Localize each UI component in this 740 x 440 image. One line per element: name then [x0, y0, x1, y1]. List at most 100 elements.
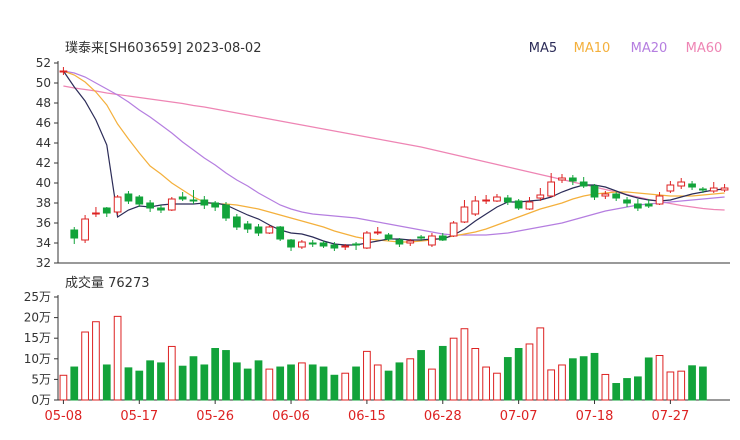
volume-bar: [70, 366, 79, 401]
candle: [677, 178, 686, 189]
candle-body: [265, 226, 274, 234]
candle: [178, 192, 187, 201]
legend: MA5 MA10 MA20 MA60: [529, 41, 723, 56]
legend-ma60: MA60: [686, 41, 723, 56]
volume-bar: [135, 370, 144, 401]
volume-bar: [265, 368, 274, 401]
candle-body: [276, 226, 285, 240]
candle: [135, 195, 144, 207]
candle: [167, 197, 176, 211]
candle: [308, 240, 317, 247]
candle: [666, 181, 675, 193]
candle: [590, 184, 599, 200]
candle-body: [254, 226, 263, 234]
candle: [644, 199, 653, 208]
candle: [287, 239, 295, 251]
candle-body: [135, 196, 144, 205]
volume-bar: [558, 364, 566, 401]
volume-tick-label: 5万: [31, 372, 51, 386]
candle-body: [428, 235, 436, 246]
volume-bar: [460, 328, 469, 401]
candle: [265, 225, 274, 234]
candle: [243, 221, 252, 233]
candle-body: [70, 229, 79, 239]
candle: [70, 227, 79, 244]
date-label: 05-17: [120, 409, 158, 424]
volume-bar: [579, 356, 588, 401]
volume-bar: [449, 337, 458, 401]
price-tick-label: 32: [36, 256, 51, 270]
volume-bar: [146, 360, 154, 401]
candle-body: [298, 241, 306, 248]
volume-bar: [688, 365, 696, 401]
candle-body: [503, 197, 512, 203]
chart-title: 璞泰来[SH603659] 2023-08-02: [65, 41, 261, 56]
candle: [113, 195, 122, 215]
date-label: 06-06: [272, 409, 310, 424]
volume-bar: [341, 372, 350, 401]
candle: [298, 240, 306, 249]
candle-body: [579, 181, 588, 187]
volume-bar: [471, 348, 480, 401]
candle-body: [417, 236, 425, 239]
candle: [211, 201, 220, 211]
volume-bar: [352, 366, 360, 401]
volume-label: 成交量 76273: [65, 275, 150, 291]
candle-body: [688, 183, 696, 188]
candle-body: [363, 232, 371, 249]
volume-bar: [601, 373, 610, 401]
candle-body: [243, 223, 252, 230]
candle: [146, 200, 154, 212]
candle: [471, 196, 480, 216]
price-tick-label: 52: [36, 56, 51, 70]
ma20-line: [63, 70, 725, 236]
volume-bar: [634, 376, 642, 401]
volume-bar: [406, 358, 415, 401]
candle-body: [590, 185, 599, 198]
price-tick-label: 40: [36, 176, 51, 190]
volume-bar: [493, 372, 501, 401]
volume-bar: [200, 364, 209, 401]
volume-bar: [655, 355, 664, 401]
candle-body: [167, 198, 176, 211]
price-tick-label: 44: [36, 136, 51, 150]
candle-body: [406, 240, 415, 244]
legend-ma5: MA5: [529, 41, 557, 56]
volume-bar: [417, 350, 425, 401]
candle-body: [709, 187, 718, 192]
candle-body: [384, 234, 393, 240]
volume-bar: [308, 364, 317, 401]
date-label: 05-26: [196, 409, 234, 424]
candle-body: [623, 199, 631, 204]
volume-tick-label: 10万: [24, 352, 51, 366]
candle: [124, 191, 133, 204]
volume-bar: [189, 356, 198, 401]
volume-bar: [536, 327, 545, 401]
volume-bars: [59, 315, 707, 401]
candle: [352, 242, 360, 250]
candle-body: [471, 200, 480, 215]
candle: [720, 184, 729, 192]
candle: [395, 238, 404, 247]
volume-bar: [666, 371, 675, 401]
volume-bar: [276, 366, 285, 401]
candle: [493, 194, 501, 202]
candle: [363, 231, 371, 249]
candle: [59, 67, 68, 75]
price-tick-label: 36: [36, 216, 51, 230]
candle: [384, 233, 393, 241]
candle: [330, 242, 339, 251]
candle-body: [81, 218, 89, 241]
volume-bar: [395, 362, 404, 401]
candle: [319, 241, 328, 248]
candle: [341, 244, 350, 250]
date-label: 07-27: [651, 409, 689, 424]
candle-body: [438, 235, 447, 241]
candle: [612, 192, 621, 201]
candle-body: [200, 199, 209, 206]
candle: [102, 207, 111, 217]
candle-body: [601, 193, 610, 197]
volume-bar: [157, 362, 165, 401]
candle: [406, 239, 415, 246]
volume-bar: [373, 364, 382, 401]
